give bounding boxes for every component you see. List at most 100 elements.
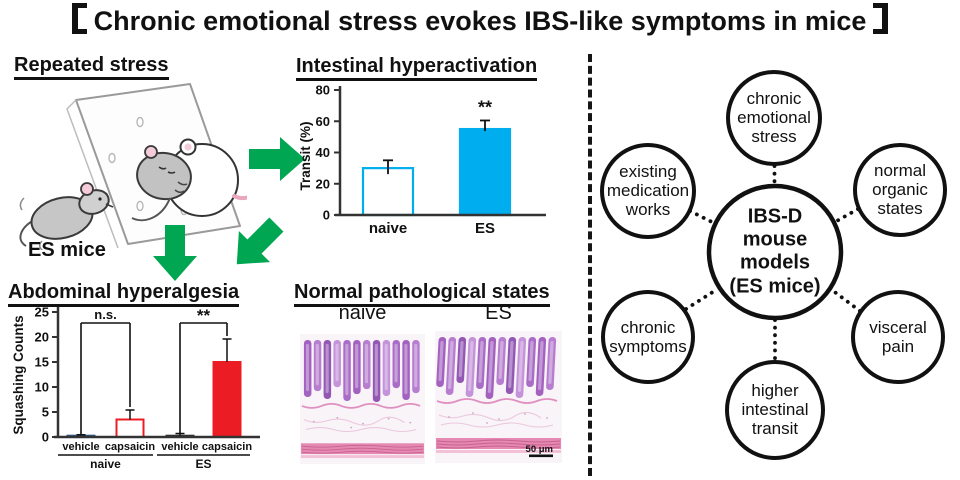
villus-lumen — [498, 341, 504, 379]
intestinal-heading: Intestinal hyperactivation — [296, 55, 538, 81]
board-hole — [108, 152, 116, 164]
y-tick-label: 10 — [35, 380, 49, 395]
villus-lumen — [467, 341, 474, 391]
board-hole — [136, 200, 144, 212]
satellite-circle-bottom — [725, 360, 825, 460]
page-title-text: Chronic emotional stress evokes IBS-like… — [93, 6, 867, 36]
muscle-striation — [436, 439, 561, 443]
villus — [465, 337, 477, 397]
diagram-label-higher-intestinal-transit: higher intestinal transit — [741, 381, 809, 439]
white-mouse-tail — [232, 194, 247, 200]
villus-lumen — [404, 343, 408, 395]
villus — [456, 337, 467, 383]
group-label: ES — [195, 457, 211, 471]
villi-group — [303, 339, 420, 402]
white-mouse-inner-ear — [184, 143, 192, 151]
submucosa-dot — [350, 426, 353, 429]
submucosa-dot — [409, 421, 412, 424]
villus-lumen — [384, 343, 388, 391]
repeated-stress-heading: Repeated stress — [14, 54, 169, 80]
villus-lumen — [414, 343, 418, 388]
connector-right-lower — [830, 288, 862, 313]
satellite-circle-top — [726, 70, 822, 166]
gray-mouse-climbing — [19, 182, 114, 250]
paw-marks — [174, 181, 188, 194]
villus — [313, 339, 322, 392]
scale-bar-label: 50 μm — [526, 444, 553, 455]
villus — [535, 337, 547, 396]
diagram-label-normal-organic-states: normal organic states — [872, 161, 928, 219]
arrow-down-left-icon — [236, 217, 284, 265]
villus — [505, 337, 517, 394]
submucosa-dot — [546, 417, 548, 419]
histology-naive-image — [300, 334, 425, 464]
motion-mark — [19, 197, 25, 211]
mouse-snout — [105, 203, 114, 208]
mouse-eye — [98, 197, 102, 201]
dotted-connectors — [684, 164, 862, 362]
gray-mouse-face — [158, 166, 176, 174]
x-bar-label: capsaicin — [202, 441, 252, 453]
villus — [515, 337, 527, 398]
diagram-label-chronic-symptoms: chronic symptoms — [609, 317, 687, 356]
submucosa-fiber — [440, 422, 554, 428]
villus-lumen — [517, 341, 524, 392]
villus — [323, 339, 332, 399]
x-bar-label: vehicle — [161, 441, 198, 453]
villus — [333, 339, 341, 388]
diagram-label-existing-medication-works: existing medication works — [606, 162, 690, 220]
submucosa-fiber — [303, 416, 405, 426]
villus-lumen — [374, 343, 378, 397]
connector-right-upper — [833, 207, 860, 224]
pathology-es-label: ES — [485, 302, 512, 324]
group-label: naive — [90, 457, 121, 471]
wrestling-mice — [131, 138, 247, 222]
villus — [343, 339, 351, 401]
bar-ES — [458, 127, 512, 217]
muscle-sublayer — [300, 455, 425, 459]
villus — [445, 337, 457, 395]
significance-label: ** — [478, 97, 492, 117]
submucosa-dot — [486, 422, 488, 424]
diagram-label-chronic-emotional-stress: chronic emotional stress — [737, 89, 811, 147]
villus-lumen — [537, 341, 544, 390]
villus — [476, 337, 487, 389]
ibs-diagram: IBS-D mouse models (ES mice) chronic emo… — [595, 52, 960, 480]
villus — [485, 337, 497, 399]
arrow-down-icon — [153, 225, 197, 281]
villus — [436, 337, 447, 387]
villus-lumen — [548, 341, 554, 384]
submucosa-dot — [498, 418, 500, 420]
x-category-label: naive — [369, 220, 407, 237]
submucosa-dot — [362, 422, 364, 425]
villus-lumen — [487, 341, 494, 393]
satellite-circle-right-upper — [853, 143, 947, 237]
villus-lumen — [335, 343, 339, 382]
villus-lumen — [394, 343, 398, 383]
x-bar-label: capsaicin — [105, 441, 155, 453]
diagram-center-label: IBS-D mouse models (ES mice) — [729, 205, 821, 298]
satellite-circle-left-upper — [600, 143, 696, 239]
villus — [392, 339, 400, 389]
comparison-label: n.s. — [94, 307, 116, 322]
villus-lumen — [325, 343, 329, 394]
villus-lumen — [458, 341, 464, 377]
arrow-right-icon — [249, 137, 305, 181]
dashed-divider — [588, 54, 592, 476]
flow-arrows — [153, 137, 305, 281]
muscle-striation — [301, 444, 424, 448]
stressed-mice-illustration — [19, 83, 247, 250]
villus — [362, 339, 371, 390]
y-tick-label: 0 — [42, 430, 49, 445]
bar-naive — [361, 167, 415, 217]
villus-lumen — [305, 343, 310, 392]
y-tick-label: 15 — [35, 355, 49, 370]
villus-lumen — [528, 341, 534, 381]
abdominal-heading: Abdominal hyperalgesia — [8, 281, 240, 307]
y-tick-label: 0 — [323, 208, 330, 223]
mouse-ear — [80, 182, 94, 196]
submucosa-fiber — [438, 411, 542, 422]
connector-left-lower — [684, 288, 718, 311]
muscularis-mucosae — [436, 398, 558, 404]
villus-lumen — [478, 341, 484, 383]
